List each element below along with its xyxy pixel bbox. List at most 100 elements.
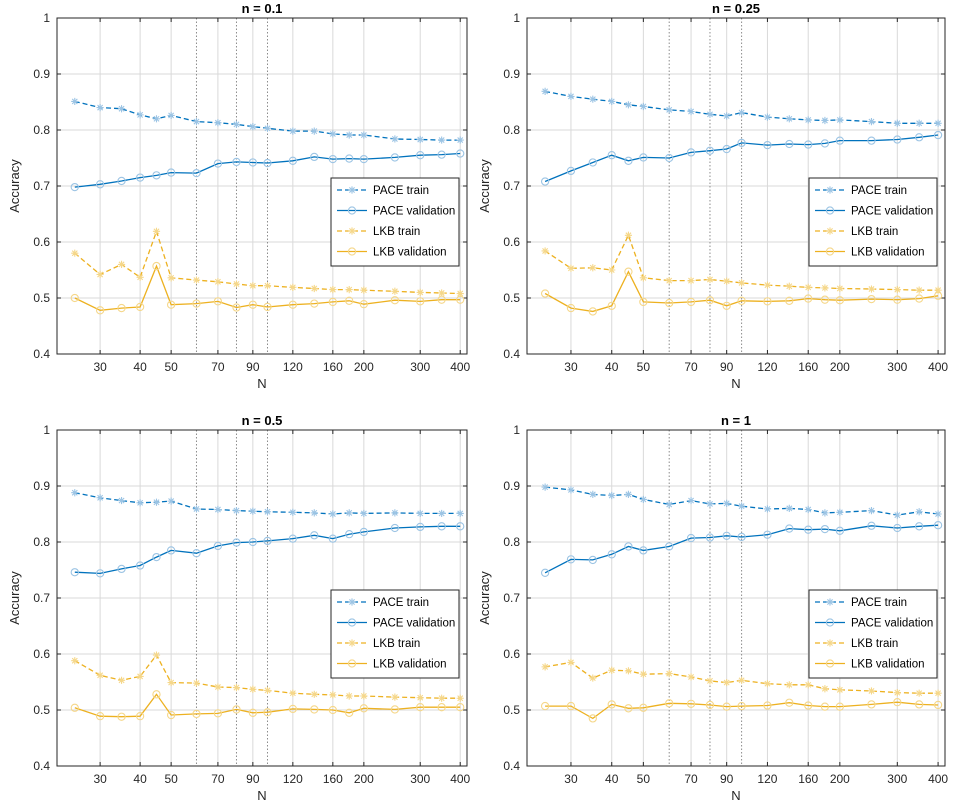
data-point xyxy=(249,685,257,693)
data-point xyxy=(310,705,319,714)
data-point xyxy=(152,498,161,506)
data-point xyxy=(804,116,812,124)
y-tick-label: 0.6 xyxy=(503,235,520,249)
data-point xyxy=(213,159,223,168)
data-point xyxy=(737,296,746,305)
data-point xyxy=(310,509,318,517)
y-tick-label: 0.4 xyxy=(503,759,520,773)
data-point xyxy=(588,307,597,316)
data-point xyxy=(289,508,297,516)
data-point xyxy=(263,124,272,132)
data-point xyxy=(820,702,830,711)
data-point xyxy=(639,703,648,712)
data-point xyxy=(152,261,161,271)
data-point xyxy=(540,177,550,186)
y-tick-label: 0.4 xyxy=(33,759,50,773)
data-point xyxy=(345,131,353,139)
legend-label: PACE validation xyxy=(851,618,933,630)
series-line xyxy=(544,134,939,183)
data-point xyxy=(232,280,241,288)
data-point xyxy=(686,533,696,543)
series-line xyxy=(545,701,939,720)
data-point xyxy=(893,523,902,533)
series-pace-validation xyxy=(540,521,943,577)
data-point xyxy=(665,298,674,308)
x-tick-label: 200 xyxy=(830,360,850,374)
data-point xyxy=(456,136,464,144)
data-point xyxy=(359,154,369,164)
series-line xyxy=(544,233,939,291)
series-pace-train xyxy=(541,87,942,127)
legend-label: LKB train xyxy=(851,226,898,238)
data-point xyxy=(329,286,337,294)
x-tick-label: 300 xyxy=(887,360,907,374)
y-tick-label: 1 xyxy=(513,11,520,25)
data-point xyxy=(687,277,695,285)
series-lkb-train xyxy=(71,651,464,702)
data-point xyxy=(416,522,425,532)
series-pace-train xyxy=(71,97,464,144)
series-lkb-train xyxy=(541,231,942,294)
data-point xyxy=(136,672,144,680)
x-tick-label: 30 xyxy=(564,360,578,374)
data-point xyxy=(416,297,425,306)
legend-marker xyxy=(826,639,834,647)
data-point xyxy=(456,694,464,702)
data-point xyxy=(345,296,354,305)
data-point xyxy=(248,708,257,717)
x-tick-label: 90 xyxy=(720,360,734,374)
data-point xyxy=(686,297,696,307)
data-point xyxy=(541,87,549,95)
legend-marker xyxy=(825,618,835,627)
data-point xyxy=(135,561,145,570)
data-point xyxy=(540,701,550,711)
data-point xyxy=(639,102,647,111)
data-point xyxy=(136,273,144,281)
data-point xyxy=(665,542,674,551)
legend-label: PACE validation xyxy=(373,618,455,630)
data-point xyxy=(310,690,318,698)
x-tick-label: 300 xyxy=(410,360,430,374)
x-tick-label: 70 xyxy=(684,360,698,374)
data-point xyxy=(437,150,446,159)
data-point xyxy=(567,658,575,666)
data-point xyxy=(152,690,161,699)
data-point xyxy=(867,118,876,126)
data-point xyxy=(624,542,633,551)
chart-title: n = 0.25 xyxy=(712,1,760,16)
data-point xyxy=(687,673,695,681)
chart-panel-3: 0.4 0.5 0.6 0.7 0.8 0.9 1 30 40 50 70 90 120 160 200 30… xyxy=(7,413,471,803)
data-point xyxy=(117,564,126,574)
x-tick-label: 90 xyxy=(246,772,260,786)
data-point xyxy=(763,297,772,306)
data-point xyxy=(893,295,902,304)
data-point xyxy=(248,537,257,547)
chart-panel-4: 0.4 0.5 0.6 0.7 0.8 0.9 1 30 40 50 70 90 120 160 200 30… xyxy=(477,413,948,803)
data-point xyxy=(345,509,353,517)
data-point xyxy=(588,714,597,723)
series-pace-train xyxy=(71,489,464,518)
series-line xyxy=(74,525,461,575)
data-point xyxy=(152,115,161,123)
data-point xyxy=(416,288,424,296)
data-point xyxy=(706,275,714,284)
data-point xyxy=(785,139,794,149)
data-point xyxy=(804,681,812,689)
data-point xyxy=(566,555,576,564)
legend-marker xyxy=(347,659,357,668)
data-point xyxy=(835,296,844,305)
data-point xyxy=(152,651,161,659)
legend-label: LKB validation xyxy=(851,247,925,259)
data-point xyxy=(95,306,105,315)
data-point xyxy=(360,286,368,294)
data-point xyxy=(541,483,549,491)
data-point xyxy=(289,283,297,291)
x-tick-label: 120 xyxy=(757,360,777,374)
legend-label: PACE train xyxy=(851,597,907,609)
data-point xyxy=(624,704,633,713)
data-point xyxy=(835,702,844,711)
y-tick-label: 0.9 xyxy=(33,479,50,493)
y-tick-label: 0.8 xyxy=(503,123,520,137)
data-point xyxy=(96,104,104,112)
data-point xyxy=(785,698,794,707)
